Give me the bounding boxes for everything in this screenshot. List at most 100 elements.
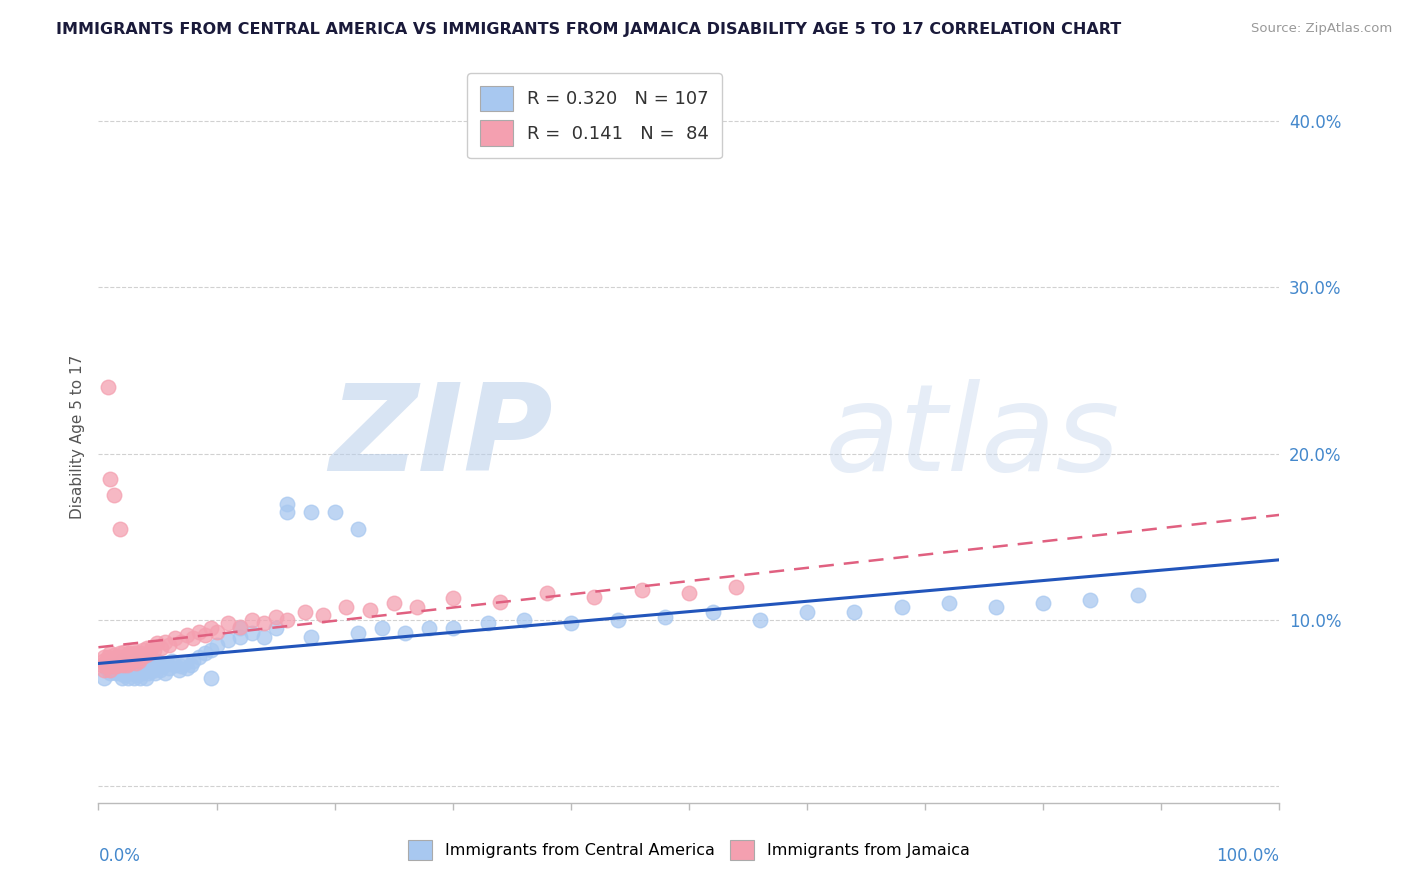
Point: [146, 636, 169, 650]
Point: [134, 663, 156, 677]
Point: [138, 646, 160, 660]
Point: [117, 671, 139, 685]
Point: [135, 655, 157, 669]
Point: [678, 586, 700, 600]
Point: [844, 605, 866, 619]
Point: [138, 661, 160, 675]
Point: [91, 657, 114, 672]
Point: [536, 586, 558, 600]
Point: [167, 663, 190, 677]
Point: [128, 655, 150, 669]
Point: [131, 666, 153, 681]
Point: [122, 655, 145, 669]
Point: [152, 659, 174, 673]
Text: IMMIGRANTS FROM CENTRAL AMERICA VS IMMIGRANTS FROM JAMAICA DISABILITY AGE 5 TO 1: IMMIGRANTS FROM CENTRAL AMERICA VS IMMIG…: [56, 22, 1122, 37]
Point: [560, 616, 582, 631]
Point: [104, 651, 127, 665]
Point: [112, 667, 135, 681]
Point: [93, 671, 115, 685]
Point: [146, 655, 169, 669]
Point: [139, 657, 162, 672]
Point: [984, 599, 1007, 614]
Point: [187, 624, 209, 639]
Point: [112, 659, 135, 673]
Point: [276, 497, 298, 511]
Point: [181, 632, 204, 646]
Point: [117, 666, 139, 681]
Point: [97, 380, 120, 394]
Point: [98, 646, 121, 660]
Point: [170, 634, 193, 648]
Point: [441, 621, 464, 635]
Point: [1032, 596, 1054, 610]
Point: [105, 656, 128, 670]
Point: [394, 626, 416, 640]
Point: [105, 659, 128, 673]
Point: [110, 656, 132, 670]
Point: [406, 599, 429, 614]
Text: 0.0%: 0.0%: [98, 847, 141, 864]
Point: [103, 665, 125, 679]
Point: [105, 657, 128, 672]
Point: [107, 659, 129, 673]
Point: [122, 663, 145, 677]
Point: [105, 663, 128, 677]
Point: [153, 666, 176, 681]
Point: [748, 613, 770, 627]
Text: atlas: atlas: [825, 378, 1121, 496]
Point: [121, 666, 143, 681]
Point: [114, 655, 136, 669]
Point: [124, 666, 146, 681]
Point: [157, 661, 180, 675]
Point: [93, 663, 115, 677]
Point: [276, 613, 298, 627]
Point: [125, 665, 148, 679]
Point: [97, 663, 120, 677]
Point: [108, 656, 131, 670]
Point: [98, 657, 121, 672]
Point: [725, 580, 748, 594]
Point: [108, 666, 131, 681]
Point: [702, 605, 724, 619]
Point: [128, 661, 150, 675]
Y-axis label: Disability Age 5 to 17: Disability Age 5 to 17: [69, 355, 84, 519]
Point: [294, 605, 316, 619]
Point: [117, 651, 139, 665]
Point: [107, 657, 129, 672]
Point: [91, 655, 114, 669]
Point: [98, 663, 121, 677]
Point: [141, 665, 163, 679]
Point: [253, 616, 276, 631]
Point: [105, 649, 128, 664]
Point: [108, 653, 131, 667]
Point: [1080, 593, 1102, 607]
Point: [441, 591, 464, 606]
Point: [176, 661, 198, 675]
Point: [103, 648, 125, 662]
Point: [512, 613, 534, 627]
Point: [796, 605, 818, 619]
Point: [101, 659, 124, 673]
Point: [98, 659, 121, 673]
Point: [115, 661, 138, 675]
Point: [118, 663, 141, 677]
Point: [135, 671, 157, 685]
Point: [1126, 588, 1149, 602]
Point: [170, 659, 193, 673]
Point: [108, 646, 131, 660]
Point: [229, 619, 252, 633]
Point: [93, 649, 115, 664]
Point: [135, 641, 157, 656]
Point: [128, 659, 150, 673]
Point: [153, 634, 176, 648]
Point: [114, 657, 136, 672]
Legend: Immigrants from Central America, Immigrants from Jamaica: Immigrants from Central America, Immigra…: [399, 832, 979, 868]
Point: [132, 643, 155, 657]
Point: [312, 607, 335, 622]
Point: [217, 616, 239, 631]
Point: [630, 582, 652, 597]
Point: [112, 666, 135, 681]
Point: [477, 616, 499, 631]
Point: [165, 657, 187, 672]
Point: [112, 651, 135, 665]
